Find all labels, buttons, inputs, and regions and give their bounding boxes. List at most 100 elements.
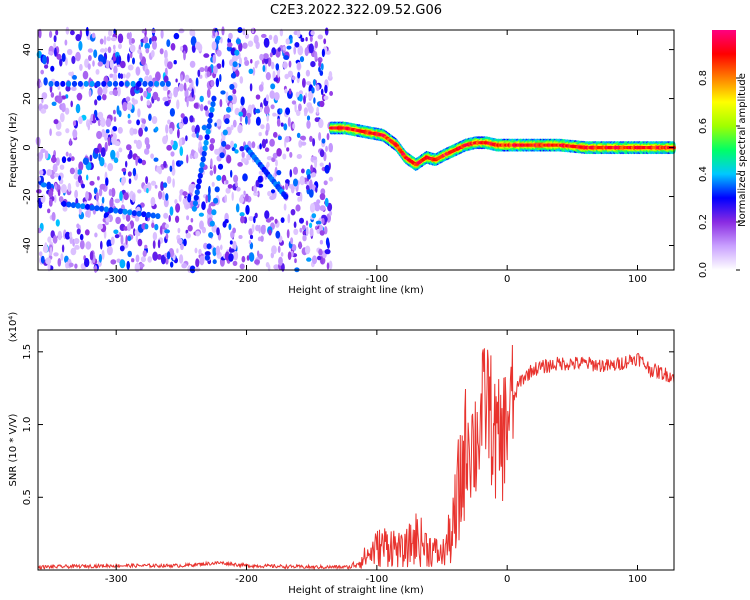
- noise-cell: [242, 42, 248, 49]
- noise-cell: [298, 241, 302, 250]
- noise-cell: [154, 126, 159, 132]
- noise-cell: [45, 257, 52, 265]
- noise-cell: [329, 91, 333, 96]
- noise-streak-cell: [222, 129, 228, 136]
- noise-cell: [199, 103, 204, 112]
- noise-cell: [176, 248, 179, 254]
- noise-streak-cell: [213, 197, 219, 204]
- noise-cell: [323, 38, 327, 45]
- noise-cell: [74, 263, 78, 269]
- noise-cell: [105, 60, 111, 69]
- noise-cell: [64, 107, 70, 115]
- noise-cell: [293, 221, 297, 228]
- noise-cell: [112, 126, 118, 132]
- colorbar-tick-label: 0.0: [698, 262, 709, 278]
- noise-cell: [246, 255, 250, 261]
- spectrogram-x-tick-label: -100: [366, 274, 389, 285]
- noise-cell: [87, 48, 93, 53]
- noise-cell: [310, 164, 313, 173]
- noise-streak-cell: [201, 150, 207, 157]
- noise-cell: [107, 136, 111, 147]
- noise-cell: [287, 251, 292, 260]
- noise-cell: [131, 258, 135, 263]
- noise-cell: [44, 64, 49, 69]
- noise-cell: [253, 184, 257, 194]
- noise-cell: [113, 44, 116, 50]
- noise-cell: [144, 223, 149, 230]
- snr-x-tick-label: 100: [628, 574, 647, 585]
- noise-cell: [78, 161, 84, 171]
- colorbar-tick-label: 0.6: [698, 118, 709, 134]
- noise-cell: [321, 48, 325, 58]
- noise-cell: [209, 170, 214, 176]
- noise-cell: [150, 180, 157, 186]
- noise-cell: [97, 176, 100, 181]
- noise-cell: [113, 109, 116, 115]
- noise-cell: [245, 115, 248, 125]
- noise-cell: [70, 247, 77, 256]
- noise-cell: [69, 167, 75, 175]
- noise-cell: [270, 189, 276, 194]
- noise-cell: [77, 169, 82, 175]
- noise-streak-cell: [193, 194, 199, 201]
- noise-cell: [85, 26, 89, 37]
- noise-cell: [143, 90, 148, 98]
- noise-cell: [299, 175, 305, 186]
- noise-cell: [224, 219, 229, 224]
- noise-cell: [237, 124, 243, 134]
- noise-cell: [165, 233, 169, 240]
- noise-cell: [128, 178, 132, 185]
- noise-cell: [141, 118, 146, 125]
- noise-cell: [298, 90, 303, 96]
- noise-cell: [151, 116, 158, 124]
- noise-cell: [154, 223, 159, 231]
- noise-cell: [174, 199, 178, 205]
- noise-cell: [129, 149, 133, 159]
- spectrogram-x-tick-label: 100: [628, 274, 647, 285]
- noise-cell: [97, 111, 104, 120]
- figure-title: C2E3.2022.322.09.52.G06: [270, 3, 442, 18]
- noise-cell: [314, 117, 320, 123]
- noise-cell: [84, 257, 90, 268]
- noise-cell: [93, 265, 98, 273]
- noise-cell: [232, 240, 237, 251]
- noise-cell: [305, 37, 308, 42]
- noise-cell: [289, 151, 293, 158]
- noise-cell: [328, 71, 333, 79]
- noise-cell: [182, 116, 189, 125]
- noise-cell: [258, 224, 261, 234]
- snr-y-label: SNR (10 * V/V): [8, 413, 19, 486]
- noise-streak-cell: [159, 80, 166, 87]
- noise-cell: [295, 91, 300, 99]
- noise-cell: [189, 29, 194, 36]
- snr-y-ticks: 0.5 1.0 1.5: [22, 344, 674, 505]
- noise-cell: [298, 93, 303, 102]
- noise-cell: [95, 192, 99, 202]
- noise-cell: [158, 190, 163, 200]
- noise-cell: [221, 59, 225, 68]
- noise-cell: [294, 258, 297, 264]
- noise-cell: [175, 78, 178, 83]
- noise-cell: [277, 69, 280, 78]
- noise-cell: [85, 210, 89, 218]
- noise-streak-cell: [124, 80, 130, 87]
- noise-cell: [38, 151, 44, 160]
- noise-cell: [235, 203, 240, 213]
- noise-cell: [178, 28, 185, 34]
- noise-cell: [298, 140, 303, 148]
- noise-cell: [163, 212, 169, 219]
- noise-cell: [295, 109, 301, 117]
- noise-cell: [304, 47, 309, 57]
- noise-cell: [315, 186, 318, 193]
- colorbar-tick-label: 0.2: [698, 214, 709, 230]
- noise-cell: [65, 85, 71, 92]
- noise-cell: [199, 220, 204, 230]
- noise-cell: [85, 241, 92, 250]
- noise-cell: [99, 157, 105, 167]
- noise-cell: [175, 215, 180, 223]
- noise-cell: [290, 184, 295, 194]
- noise-cell: [216, 63, 222, 69]
- noise-cell: [118, 110, 122, 118]
- noise-streak-cell: [204, 254, 210, 261]
- noise-cell: [180, 113, 185, 119]
